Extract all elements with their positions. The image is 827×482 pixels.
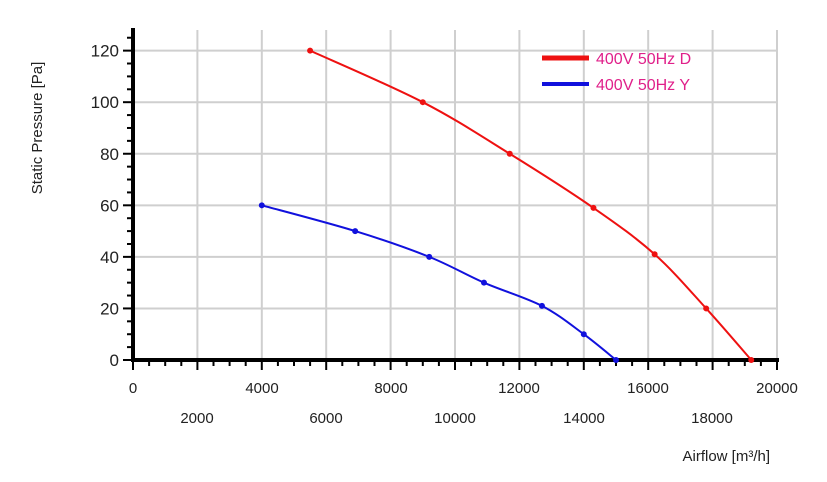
x-axis-title: Airflow [m³/h] — [682, 448, 770, 465]
series-point-0 — [748, 357, 755, 363]
series-point-1 — [580, 331, 587, 338]
x-tick-label-bottom: 2000 — [180, 410, 213, 427]
series-point-1 — [258, 202, 265, 209]
y-tick-label: 100 — [91, 93, 119, 112]
y-tick-label: 0 — [110, 351, 119, 370]
y-tick-label: 20 — [100, 299, 119, 318]
x-tick-label-top: 0 — [129, 380, 137, 397]
series-layer — [258, 47, 755, 363]
series-point-1 — [613, 357, 619, 363]
series-point-0 — [651, 251, 658, 258]
x-tick-label-bottom: 14000 — [563, 410, 605, 427]
y-axis-title: Static Pressure [Pa] — [29, 62, 46, 195]
series-point-0 — [590, 204, 597, 211]
series-point-1 — [480, 279, 487, 286]
x-tick-label-bottom: 6000 — [309, 410, 342, 427]
series-point-1 — [426, 253, 433, 260]
tick-labels: 0 20 40 60 80 100 120 0 4000 8000 12000 16000 20000 2… — [91, 42, 798, 427]
series-point-0 — [703, 305, 710, 312]
series-point-0 — [307, 47, 314, 54]
x-tick-label-top: 4000 — [245, 380, 278, 397]
legend-label-y: 400V 50Hz Y — [596, 77, 690, 94]
y-tick-label: 120 — [91, 42, 119, 61]
series-point-0 — [419, 99, 426, 106]
x-tick-label-top: 20000 — [756, 380, 798, 397]
x-tick-label-top: 8000 — [374, 380, 407, 397]
series-point-1 — [538, 302, 545, 309]
y-tick-label: 60 — [100, 196, 119, 215]
series-line-1 — [261, 204, 617, 361]
x-tick-label-top: 12000 — [498, 380, 540, 397]
series-point-0 — [506, 150, 513, 157]
series-point-1 — [352, 228, 359, 235]
x-tick-label-bottom: 10000 — [434, 410, 476, 427]
legend: 400V 50Hz D 400V 50Hz Y — [542, 51, 691, 94]
legend-label-d: 400V 50Hz D — [596, 51, 691, 68]
y-tick-label: 80 — [100, 145, 119, 164]
y-tick-label: 40 — [100, 248, 119, 267]
x-tick-label-top: 16000 — [627, 380, 669, 397]
grid — [133, 30, 778, 360]
x-tick-label-bottom: 18000 — [691, 410, 733, 427]
